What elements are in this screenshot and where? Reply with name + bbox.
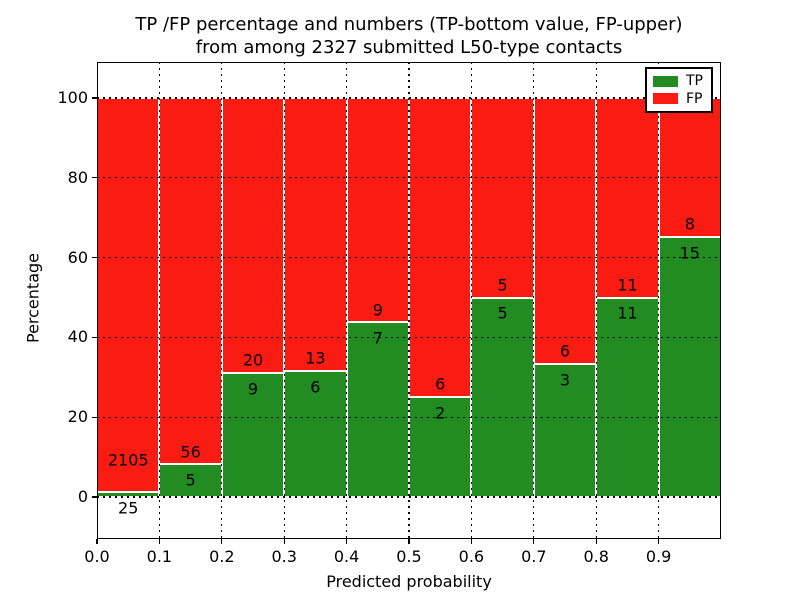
x-tick <box>408 539 410 544</box>
x-tick <box>96 539 98 544</box>
legend-label-fp: FP <box>686 90 703 107</box>
legend-item-fp: FP <box>653 92 705 106</box>
bar-count-label-fp: 13 <box>305 348 326 368</box>
x-tick <box>595 539 597 544</box>
bar-segment-fp <box>346 98 409 323</box>
x-tick <box>533 539 535 544</box>
bar-count-label-fp: 6 <box>559 341 571 361</box>
chart-title-line1: TP /FP percentage and numbers (TP-bottom… <box>135 14 683 35</box>
bar-segment-tp <box>471 297 534 497</box>
x-tick-label: 0.7 <box>521 547 547 566</box>
bar-segment-fp <box>284 98 347 371</box>
x-tick-label: 0.8 <box>583 547 609 566</box>
annotations-layer: 25 2105 5 56 9 20 6 13 7 9 2 6 5 5 3 6 11 11 15 8 <box>97 62 721 539</box>
bar-count-label-fp: 8 <box>684 214 695 234</box>
bar-segment-fp <box>159 98 222 465</box>
gridline-vertical <box>470 62 472 539</box>
bar-segment-tp <box>284 371 347 497</box>
y-tick <box>92 336 97 338</box>
gridline-vertical <box>533 62 535 539</box>
bar-count-label-tp: 2 <box>435 403 446 423</box>
bars-layer <box>97 62 721 539</box>
y-tick-label: 100 <box>57 88 88 107</box>
chart-title: TP /FP percentage and numbers (TP-bottom… <box>97 13 721 59</box>
y-tick <box>92 257 97 259</box>
bar-segment-fp <box>409 98 472 398</box>
plot-area: 25 2105 5 56 9 20 6 13 7 9 2 6 5 5 3 6 11 11 15 8 TP FP <box>97 62 721 539</box>
x-tick-label: 0.9 <box>645 547 672 566</box>
bar-segment-tp <box>346 322 409 497</box>
legend: TP FP <box>645 67 713 113</box>
x-tick <box>221 539 223 544</box>
bar-count-label-tp: 7 <box>372 328 383 348</box>
gridline-vertical <box>595 62 597 539</box>
bar-count-label-tp: 11 <box>617 303 638 323</box>
bar-count-label-tp: 25 <box>118 498 139 518</box>
bar-count-label-tp: 5 <box>185 470 196 490</box>
bar-segment-fp <box>596 98 659 298</box>
bar-count-label-fp: 6 <box>435 374 446 394</box>
legend-item-tp: TP <box>653 74 705 88</box>
y-tick <box>92 416 97 418</box>
x-tick-label: 0.1 <box>146 547 173 566</box>
bar-count-label-fp: 9 <box>372 300 383 320</box>
x-tick-label: 0.4 <box>333 547 360 566</box>
legend-swatch-tp-icon <box>653 75 678 87</box>
bar-count-label-tp: 9 <box>247 379 259 399</box>
x-tick <box>346 539 348 544</box>
bar-count-label-fp: 2105 <box>107 450 149 470</box>
bar-count-label-tp: 5 <box>497 303 508 323</box>
x-tick-label: 0.3 <box>271 547 297 566</box>
gridline-vertical <box>283 62 285 539</box>
y-tick <box>92 97 97 99</box>
bar-count-label-fp: 56 <box>180 442 201 462</box>
bar-segment-fp <box>221 98 285 374</box>
gridline-vertical <box>658 62 660 539</box>
gridline-vertical <box>408 62 410 539</box>
y-tick-label: 60 <box>67 247 88 267</box>
y-tick-label: 40 <box>67 327 88 347</box>
y-tick-label: 0 <box>77 487 88 506</box>
bar-count-label-fp: 11 <box>617 275 638 295</box>
grid-layer <box>97 62 721 539</box>
bar-segment-fp <box>658 98 721 237</box>
bar-segment-fp <box>533 98 597 364</box>
bar-segment-tp <box>533 364 597 497</box>
x-tick <box>470 539 472 544</box>
y-tick <box>92 496 97 498</box>
bar-segment-tp <box>596 297 659 497</box>
x-axis-label: Predicted probability <box>326 572 492 591</box>
y-tick-label: 80 <box>67 167 88 187</box>
bar-count-label-tp: 6 <box>310 377 321 397</box>
x-tick-label: 0.6 <box>458 547 485 566</box>
gridline-vertical <box>158 62 160 539</box>
bar-count-label-fp: 5 <box>497 275 508 295</box>
x-tick-label: 0.5 <box>396 547 422 566</box>
x-tick <box>658 539 660 544</box>
y-tick <box>92 177 97 179</box>
x-tick <box>158 539 160 544</box>
bar-count-label-fp: 20 <box>242 350 264 370</box>
chart-title-line2: from among 2327 submitted L50-type conta… <box>195 37 623 58</box>
gridline-vertical <box>346 62 348 539</box>
y-tick-label: 20 <box>67 407 88 427</box>
legend-swatch-fp-icon <box>653 93 678 105</box>
legend-label-tp: TP <box>686 73 703 90</box>
bar-count-label-tp: 15 <box>679 243 700 263</box>
x-tick-label: 0.0 <box>84 547 110 566</box>
bar-segment-fp <box>471 98 534 298</box>
bar-count-label-tp: 3 <box>559 370 571 390</box>
gridline-vertical <box>221 62 223 539</box>
bar-segment-fp <box>97 98 160 493</box>
x-tick-label: 0.2 <box>209 547 235 566</box>
bar-segment-tp <box>658 236 721 497</box>
x-tick <box>283 539 285 544</box>
